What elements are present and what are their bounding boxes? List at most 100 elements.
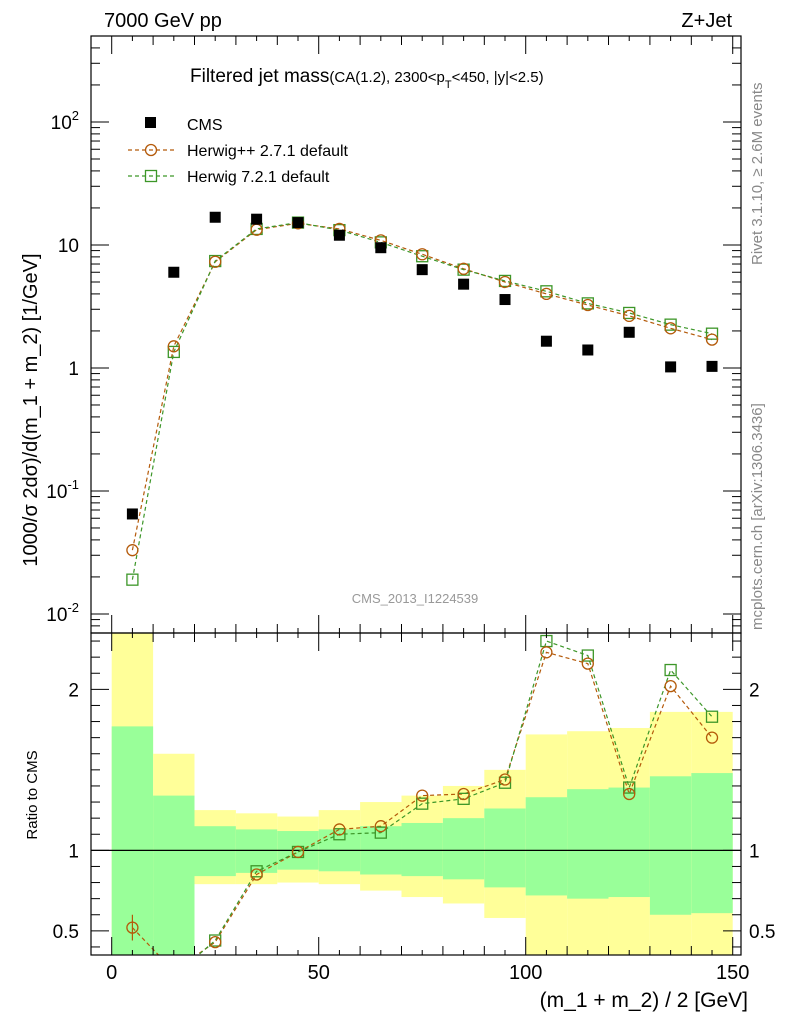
ratio-xtick-label-0: 0 (106, 962, 117, 984)
ratio-herwigpp-point-0 (126, 921, 139, 934)
main-ytick-label-base: 1 (68, 359, 79, 380)
legend-herwigpp-marker (144, 143, 158, 157)
legend: CMS Herwig++ 2.7.1 default Herwig 7.2.1 … (128, 117, 349, 186)
ratio-herwig7-point-0 (127, 959, 138, 970)
main-herwigpp-point-13 (664, 322, 677, 335)
ratio-ytick-label-left-1: 1 (68, 841, 79, 862)
ratio-line-herwig7 (197, 640, 713, 955)
ratio-herwig7-point-5 (333, 828, 346, 841)
ratio-herwigpp-point-10 (540, 646, 553, 659)
ratio-herwig7-point-6 (374, 826, 387, 839)
main-cms-point-11 (582, 344, 594, 356)
main-cms-point-7 (416, 264, 428, 276)
ratio-herwig7-point-3 (250, 865, 263, 878)
ratio-herwig7-point-14 (705, 710, 719, 723)
ratio-herwigpp-point-3 (250, 868, 263, 881)
legend-herwig7-label: Herwig 7.2.1 default (187, 169, 330, 186)
main-herwig7-point-12 (623, 306, 636, 320)
main-ytick-label-base: 10 (46, 482, 67, 503)
ratio-herwig7-point-1 (168, 970, 179, 981)
ratio-herwig7-point-12 (623, 781, 636, 794)
ratio-frame (90, 632, 742, 956)
band-inner-14 (691, 773, 733, 914)
main-herwigpp-point-12 (623, 309, 636, 323)
ratio-panel-data (91, 634, 741, 981)
ratio-ytick-label-left-0: 0.5 (53, 922, 79, 943)
ratio-herwigpp-point-13 (664, 679, 677, 693)
main-cms-point-9 (499, 294, 511, 306)
main-cms-point-3 (251, 213, 263, 225)
ratio-herwig7-point-9 (498, 776, 512, 789)
ratio-ylabel: Ratio to CMS (24, 750, 41, 839)
ratio-ytick-label-left-2: 2 (68, 680, 79, 701)
ratio-ytick-label-right-0: 0.5 (749, 922, 775, 943)
main-cms-point-2 (209, 211, 221, 223)
main-ytick-label-base: 10 (46, 605, 67, 626)
ratio-herwigpp-point-2 (209, 935, 222, 949)
main-herwigpp-point-7 (416, 248, 429, 261)
main-herwigpp-point-14 (705, 333, 719, 346)
band-inner-1 (153, 795, 195, 955)
ratio-ytick-label-right-1: 1 (749, 841, 760, 862)
main-ytick-label-3: 10 (58, 236, 79, 257)
main-ytick-label-base: 10 (51, 113, 72, 134)
legend-herwig7-marker (144, 169, 158, 183)
main-herwig7-point-1 (167, 345, 180, 359)
main-panel-data (126, 211, 719, 586)
ratio-herwigpp-point-1 (168, 966, 179, 977)
ratio-xlabel: (m_1 + m_2) / 2 [GeV] (540, 989, 748, 1012)
ratio-herwigpp-point-9 (498, 773, 512, 786)
main-herwigpp-point-9 (498, 275, 512, 289)
ratio-ytick-label-right-2: 2 (749, 680, 760, 701)
band-inner-10 (525, 797, 568, 896)
main-line-herwig7 (131, 221, 713, 580)
main-ytick-label-base: 10 (58, 236, 79, 257)
chart-title-sub-b: <450, |y|<2.5) (452, 69, 544, 86)
legend-cms-marker (145, 117, 156, 128)
main-ylabel: 1000/σ 2dσ)/d(m_1 + m_2) [1/GeV] (20, 253, 42, 566)
ratio-series-group (126, 634, 719, 981)
main-herwigpp-point-8 (457, 262, 470, 275)
main-ytick-label-4: 102 (51, 108, 79, 134)
ratio-herwigpp-point-6 (374, 820, 387, 833)
header-right: Z+Jet (681, 10, 732, 32)
main-ytick-label-exp: -2 (67, 600, 79, 615)
ratio-herwigpp-point-11 (581, 657, 594, 670)
band-inner-7 (401, 822, 443, 877)
band-inner-8 (442, 818, 485, 880)
main-herwig7-point-13 (664, 318, 677, 331)
main-ytick-label-exp: -1 (67, 477, 79, 492)
ratio-herwigpp-point-7 (416, 789, 429, 802)
main-herwigpp-point-1 (167, 340, 180, 353)
main-herwig7-point-14 (705, 327, 719, 340)
chart-title-main: Filtered jet mass (190, 66, 329, 87)
chart-title-sub-t: T (445, 79, 452, 91)
legend-cms-label: CMS (187, 117, 223, 134)
ratio-herwig7-point-7 (416, 797, 429, 810)
band-inner-11 (567, 789, 609, 899)
chart-title: Filtered jet mass(CA(1.2), 2300<pT<450, … (190, 66, 544, 91)
band-inner-13 (649, 776, 692, 915)
main-cms-point-6 (375, 242, 387, 254)
main-herwig7-point-0 (126, 573, 139, 586)
main-herwigpp-point-0 (126, 544, 139, 557)
ratio-xtick-label-2: 100 (509, 962, 542, 984)
ratio-line-herwigpp (131, 651, 713, 955)
ratio-herwigpp-point-5 (333, 823, 346, 836)
ratio-xtick-label-1: 50 (308, 962, 330, 984)
main-cms-point-13 (665, 361, 677, 373)
main-cms-point-4 (292, 217, 304, 229)
band-inner-2 (194, 826, 236, 877)
ratio-herwig7-point-8 (457, 792, 470, 805)
ratio-herwigpp-point-14 (705, 731, 719, 744)
ratio-herwigpp-point-8 (457, 787, 470, 801)
main-ytick-label-exp: 2 (72, 108, 79, 123)
rivet-label: Rivet 3.1.10, ≥ 2.6M events (749, 83, 766, 266)
ratio-herwig7-point-13 (664, 663, 677, 677)
ratio-herwig7-point-11 (581, 649, 594, 662)
chart-title-sub-a: (CA(1.2), 2300<p (329, 69, 444, 86)
main-cms-point-10 (540, 335, 552, 347)
main-cms-point-5 (333, 229, 345, 241)
main-herwigpp-point-2 (209, 255, 222, 268)
